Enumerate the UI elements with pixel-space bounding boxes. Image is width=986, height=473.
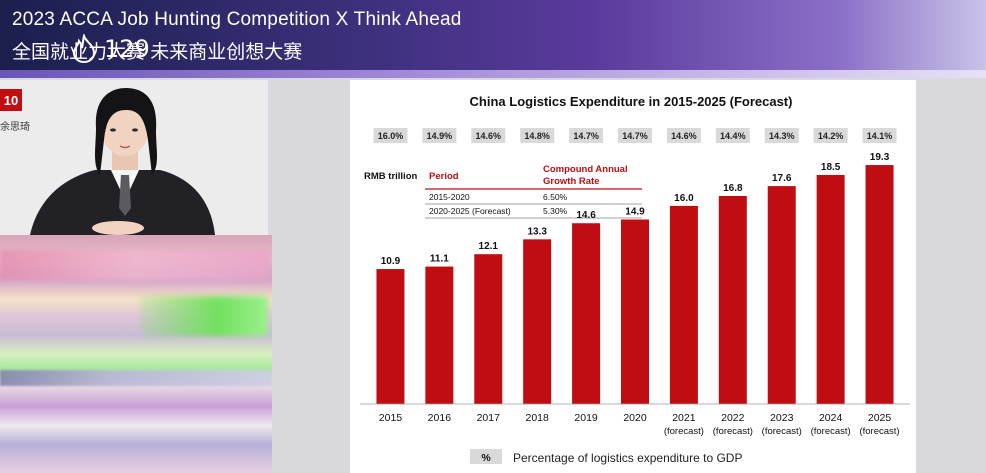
gdp-pct-badge-2015	[373, 128, 408, 143]
gdp-pct-label-2018: 14.8%	[524, 131, 550, 141]
x-tick-label-2017: 2017	[477, 412, 501, 424]
gdp-pct-label-2020: 14.7%	[622, 131, 648, 141]
bar-2022	[718, 196, 747, 404]
x-tick-sublabel-2023: (forecast)	[762, 426, 802, 437]
bar-2015	[376, 269, 405, 404]
x-tick-label-2022: 2022	[721, 412, 745, 424]
table-header-period: Period	[429, 171, 459, 182]
bar-value-label-2017: 12.1	[479, 241, 499, 252]
table-row-2-period: 2020-2025 (Forecast)	[429, 206, 511, 216]
gdp-pct-badge-2021	[666, 128, 701, 143]
gdp-percentage-row: 16.0% 14.9% 14.6% 14.8% 14.7% 14.7% 14.6% 14.4%…	[373, 128, 897, 143]
bar-2017	[474, 254, 503, 404]
x-tick-label-2021: 2021	[672, 412, 696, 424]
bar-value-label-2023: 17.6	[772, 173, 792, 184]
bar-2019	[572, 223, 601, 404]
table-header-rate-1: Compound Annual	[543, 164, 628, 175]
x-tick-sublabel-2022: (forecast)	[713, 426, 753, 437]
speaker-video	[0, 80, 268, 235]
gdp-pct-badge-2020	[618, 128, 652, 143]
table-row-1-period: 2015-2020	[429, 192, 470, 202]
glitch-band-purple	[0, 370, 272, 386]
gdp-pct-badge-2017	[471, 128, 506, 143]
x-axis-labels: 2015 2016 2017 2018 2019 2020 2021 (forecast) 20…	[379, 412, 900, 437]
gdp-pct-label-2015: 16.0%	[378, 131, 404, 141]
gdp-pct-label-2016: 14.9%	[427, 131, 453, 141]
fire-icon	[72, 34, 96, 64]
table-row-1-rate: 6.50%	[543, 192, 568, 202]
bar-value-label-2021: 16.0	[674, 193, 694, 204]
table-header-rate-2: Growth Rate	[543, 176, 599, 187]
bar-value-label-2025: 19.3	[870, 152, 890, 163]
speaker-name: 余思琦	[0, 122, 30, 133]
presentation-slide: China Logistics Expenditure in 2015-2025…	[350, 80, 916, 473]
speaker-number-badge: 10	[0, 89, 22, 111]
legend-text: Percentage of logistics expenditure to G…	[513, 451, 742, 465]
x-tick-sublabel-2021: (forecast)	[664, 426, 704, 437]
view-count: 129	[104, 35, 150, 63]
banner-title-cn: 全国就业力大赛 未来商业创想大赛	[12, 42, 303, 63]
gdp-pct-badge-2025	[862, 128, 897, 143]
x-tick-label-2023: 2023	[770, 412, 794, 424]
bar-2025	[865, 165, 894, 404]
x-tick-label-2024: 2024	[819, 412, 843, 424]
gdp-pct-label-2023: 14.3%	[769, 131, 795, 141]
speaker-figure	[0, 80, 268, 235]
legend-pct-symbol: %	[481, 452, 491, 464]
bar-2020	[621, 219, 649, 404]
gdp-pct-badge-2019	[569, 128, 604, 143]
gdp-pct-label-2022: 14.4%	[720, 131, 746, 141]
gdp-pct-badge-2018	[520, 128, 555, 143]
bar-2016	[425, 266, 454, 404]
x-tick-label-2015: 2015	[379, 412, 403, 424]
bar-value-label-2020: 14.9	[625, 207, 645, 218]
view-counter: 129	[70, 34, 150, 64]
gdp-pct-label-2025: 14.1%	[867, 131, 893, 141]
x-tick-sublabel-2025: (forecast)	[859, 426, 899, 437]
x-tick-label-2025: 2025	[868, 412, 892, 424]
gdp-pct-badge-2016	[422, 128, 457, 143]
bar-2023	[767, 186, 796, 404]
bar-2018	[523, 239, 552, 404]
table-row-2-rate: 5.30%	[543, 206, 568, 216]
gdp-pct-badge-2024	[813, 128, 848, 143]
x-tick-label-2016: 2016	[428, 412, 452, 424]
bar-value-label-2015: 10.9	[381, 256, 401, 267]
gdp-pct-badge-2022	[715, 128, 750, 143]
bar-value-label-2024: 18.5	[821, 162, 841, 173]
gdp-pct-label-2019: 14.7%	[573, 131, 599, 141]
gdp-pct-label-2021: 14.6%	[671, 131, 697, 141]
x-tick-sublabel-2024: (forecast)	[811, 426, 851, 437]
gdp-pct-badge-2023	[764, 128, 799, 143]
bar-2024	[816, 174, 845, 404]
bar-value-label-2016: 11.1	[430, 254, 449, 265]
unit-label: RMB trillion	[364, 171, 417, 182]
glitch-band-pink	[0, 250, 270, 280]
x-tick-label-2019: 2019	[574, 412, 598, 424]
gdp-pct-label-2017: 14.6%	[476, 131, 502, 141]
logistics-chart: China Logistics Expenditure in 2015-2025…	[360, 94, 910, 465]
bar-2021	[669, 205, 698, 404]
gdp-pct-label-2024: 14.2%	[818, 131, 844, 141]
banner-title-en: 2023 ACCA Job Hunting Competition X Thin…	[12, 9, 462, 30]
bar-value-label-2022: 16.8	[723, 183, 743, 194]
glitch-band-green	[140, 296, 268, 336]
stream-banner: 2023 ACCA Job Hunting Competition X Thin…	[0, 0, 986, 78]
bar-value-label-2019: 14.6	[576, 210, 596, 221]
x-tick-label-2018: 2018	[526, 412, 550, 424]
chart-title: China Logistics Expenditure in 2015-2025…	[470, 94, 793, 109]
x-tick-label-2020: 2020	[623, 412, 647, 424]
legend-pct-swatch	[470, 449, 502, 464]
bar-value-label-2018: 13.3	[527, 226, 547, 237]
bar-series: 10.9 11.1 12.1 13.3 14.6 14.9 16.0 16.8 17.6 18.5…	[376, 152, 894, 404]
